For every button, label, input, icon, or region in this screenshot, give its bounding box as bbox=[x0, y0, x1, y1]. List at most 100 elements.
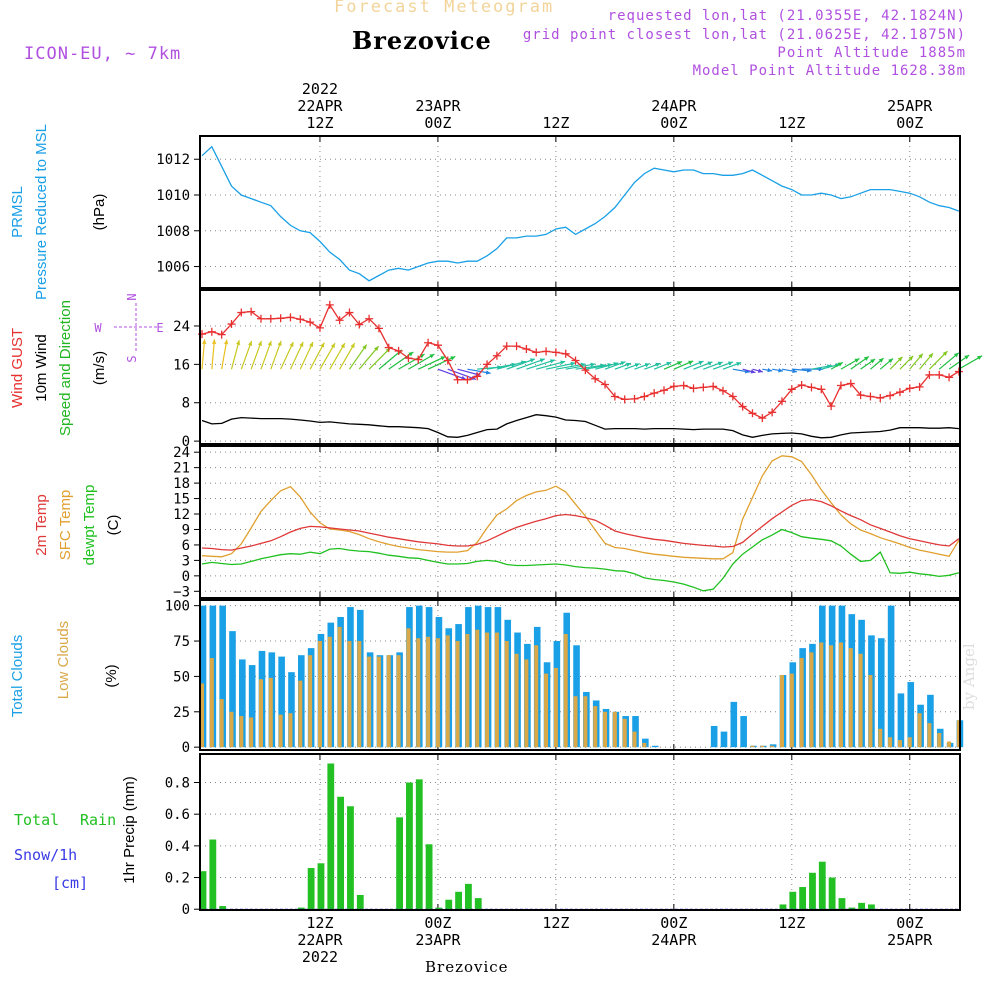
t2m-label: 2m Temp bbox=[33, 494, 50, 555]
low-cloud-bar bbox=[524, 659, 529, 748]
wind-arrow-head bbox=[942, 351, 948, 356]
prmsl-label: Pressure Reduced to MSL bbox=[33, 124, 50, 300]
wind-gust-marker bbox=[276, 314, 285, 323]
model-label: ICON-EU, ~ 7km bbox=[24, 44, 182, 64]
low-cloud-bar bbox=[927, 723, 932, 748]
wind-arrow-head bbox=[620, 361, 626, 366]
wind-gust-marker bbox=[925, 370, 934, 379]
wind-arrow-head bbox=[235, 340, 241, 346]
low-cloud-bar bbox=[426, 636, 431, 748]
wind-arrow-head bbox=[289, 341, 294, 347]
low-cloud-bar bbox=[907, 737, 912, 748]
wind-direction-arrow bbox=[536, 360, 566, 370]
low-cloud-bar bbox=[917, 713, 922, 748]
rain-bar bbox=[779, 904, 787, 910]
low-cloud-bar bbox=[249, 717, 254, 748]
wind-gust-marker bbox=[551, 348, 560, 357]
clouds-unit: (%) bbox=[103, 664, 120, 687]
wind-gust-marker bbox=[315, 323, 324, 332]
low-cloud-bar bbox=[229, 711, 234, 748]
low-cloud-bar bbox=[553, 667, 558, 748]
bottom-time-label: 00Z bbox=[660, 914, 687, 932]
low-cloud-bar bbox=[445, 635, 450, 748]
low-cloud-bar bbox=[829, 645, 834, 748]
wind-gust-marker bbox=[414, 355, 423, 364]
wind-gust-marker bbox=[532, 348, 541, 357]
wind-arrow-head bbox=[707, 361, 713, 366]
wind-arrow-head bbox=[878, 358, 884, 363]
y-tick-label: 1006 bbox=[156, 260, 190, 276]
wind-gust-marker bbox=[768, 408, 777, 417]
wind-arrow-head bbox=[908, 355, 914, 361]
wind-gust-marker bbox=[207, 327, 216, 336]
y-tick-label: 0.4 bbox=[165, 839, 190, 855]
low-cloud-bar bbox=[583, 696, 588, 748]
total-cloud-bar bbox=[877, 638, 885, 748]
rain-bar bbox=[465, 883, 472, 910]
wind-arrow-head bbox=[408, 351, 414, 357]
compass-north: N bbox=[125, 293, 139, 300]
low-cloud-bar bbox=[622, 718, 627, 748]
low-cloud-bar bbox=[868, 675, 873, 748]
y-tick-label: 12 bbox=[173, 507, 190, 523]
top-time-label: 00Z bbox=[896, 114, 923, 132]
prmsl-line bbox=[201, 145, 960, 282]
wind-gust-marker bbox=[453, 375, 462, 384]
dewpoint-line bbox=[201, 528, 960, 592]
rain-bar bbox=[828, 877, 836, 910]
wind-direction-arrow bbox=[240, 340, 253, 370]
wind-arrow-head bbox=[918, 353, 923, 359]
low-cloud-bar bbox=[386, 655, 391, 748]
wind-arrow-head bbox=[757, 368, 763, 373]
bottom-time-label: 25APR bbox=[887, 931, 933, 949]
wind-arrow-head bbox=[529, 358, 535, 363]
wind-arrow-head bbox=[727, 361, 733, 366]
wind-arrow-head bbox=[299, 341, 304, 347]
low-cloud-bar bbox=[848, 648, 853, 748]
low-clouds-label: Low Clouds bbox=[55, 621, 72, 699]
wind-gust-marker bbox=[571, 356, 580, 365]
wind-gust-marker bbox=[404, 354, 413, 363]
wind-arrow-head bbox=[560, 360, 566, 365]
bottom-time-label: 12Z bbox=[542, 914, 569, 932]
y-tick-label: 0.8 bbox=[165, 776, 190, 792]
low-cloud-bar bbox=[465, 633, 470, 748]
y-tick-label: 24 bbox=[173, 445, 190, 461]
low-cloud-bar bbox=[534, 645, 539, 748]
wind-direction-arrow bbox=[506, 358, 536, 370]
rain-bar bbox=[818, 861, 826, 910]
y-tick-label: 8 bbox=[182, 396, 190, 412]
wind-gust-marker bbox=[492, 351, 501, 360]
wind-gust-marker bbox=[217, 330, 226, 339]
wind-gust-marker bbox=[483, 360, 492, 369]
wind-gust-line bbox=[201, 303, 960, 419]
low-cloud-bar bbox=[416, 638, 421, 748]
rain-bar bbox=[455, 891, 462, 910]
wind-speed-label: 10m Wind bbox=[33, 334, 50, 402]
top-time-label: 00Z bbox=[660, 114, 687, 132]
low-cloud-bar bbox=[337, 626, 342, 748]
wind-direction-arrow bbox=[427, 355, 456, 370]
wind-arrow-head bbox=[863, 356, 869, 361]
wind-direction-arrow bbox=[260, 340, 272, 370]
page-title: Brezovice bbox=[352, 26, 492, 55]
y-tick-label: 9 bbox=[182, 522, 190, 538]
rain-bar bbox=[317, 863, 325, 910]
wind-speed-line bbox=[201, 414, 959, 439]
wind-gust-marker bbox=[758, 414, 767, 423]
wind-gust-marker bbox=[542, 347, 551, 356]
low-cloud-bar bbox=[770, 745, 775, 748]
top-time-label: 2022 bbox=[302, 80, 338, 98]
wind-gust-marker bbox=[954, 367, 963, 376]
total-cloud-bar bbox=[651, 745, 659, 748]
wind-gust-marker bbox=[709, 382, 718, 391]
wind-direction-arrow bbox=[348, 344, 368, 370]
wind-direction-arrow bbox=[358, 345, 380, 370]
wind-gust-marker bbox=[669, 382, 678, 391]
y-tick-label: 0.6 bbox=[165, 807, 190, 823]
low-cloud-bar bbox=[278, 714, 283, 748]
point-altitude: Point Altitude 1885m bbox=[777, 45, 966, 61]
wind-direction-arrow bbox=[201, 339, 206, 370]
precip-total-label: Total bbox=[14, 811, 59, 829]
t2m-line bbox=[201, 498, 960, 551]
